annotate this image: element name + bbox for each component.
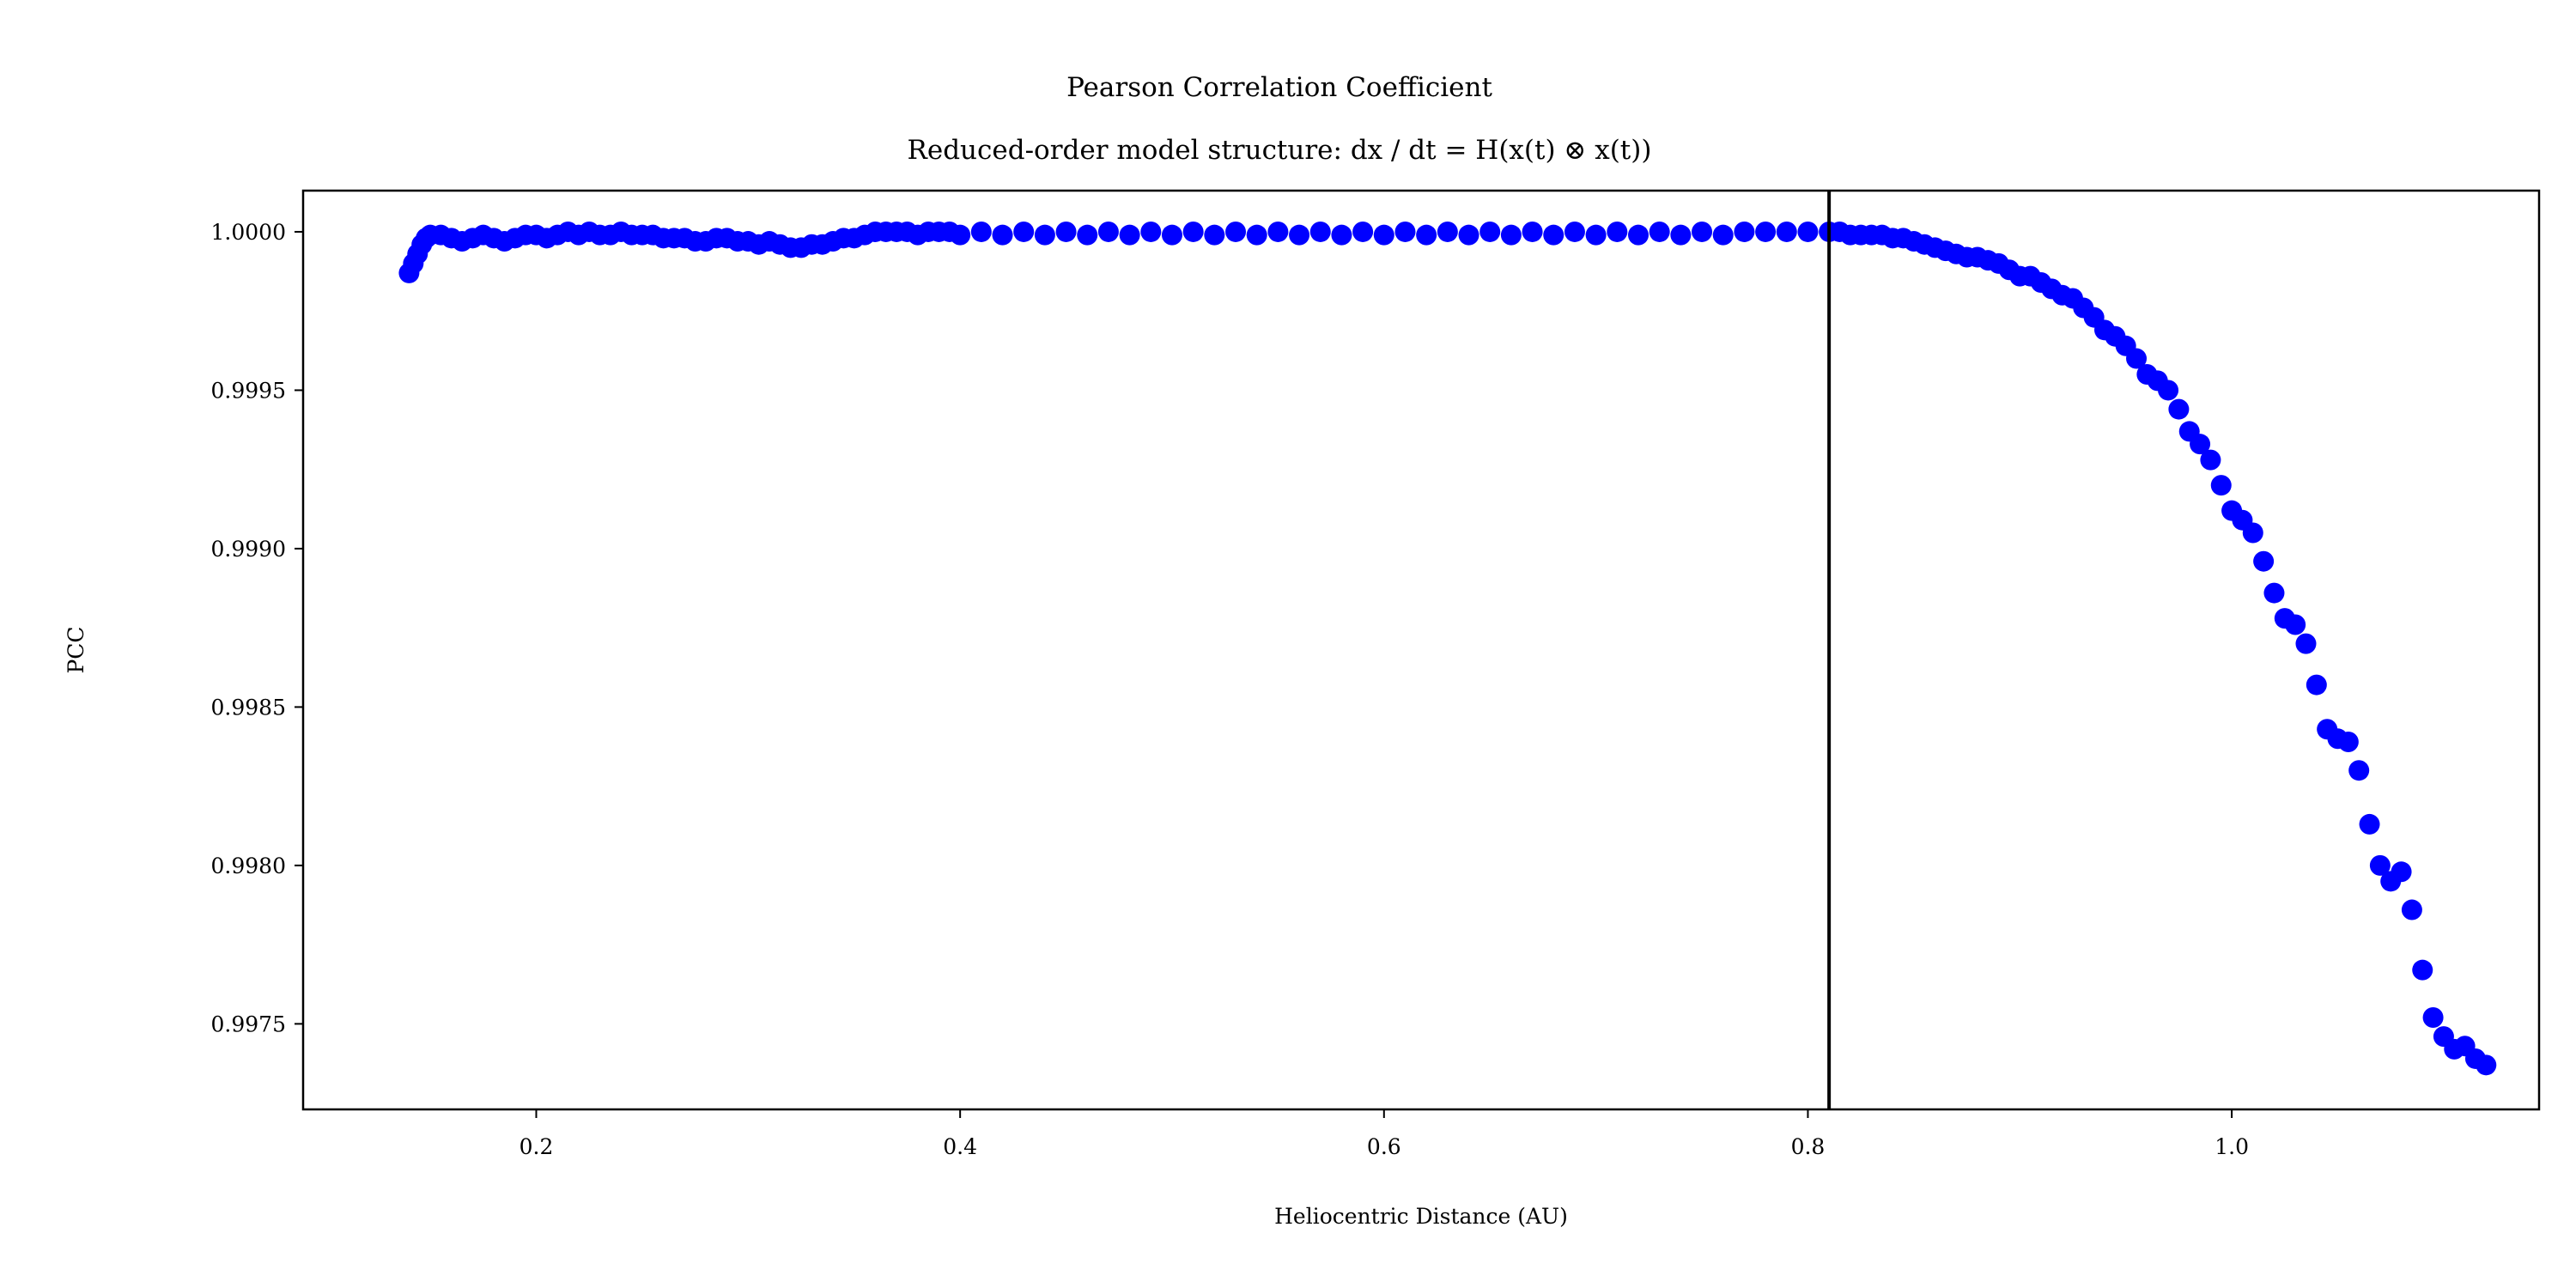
scatter-point [2401,899,2422,920]
scatter-point [2391,861,2412,883]
scatter-point [2253,550,2275,572]
scatter-point [1309,221,1331,242]
scatter-point [1373,224,1394,246]
scatter-point [1013,221,1035,242]
scatter-point [1607,221,1628,242]
scatter-point [2210,475,2232,496]
scatter-point [1331,224,1352,246]
scatter-point [2359,813,2380,835]
scatter-point [2168,398,2190,420]
y-axis-label: PCC [64,626,88,673]
scatter-point [1182,221,1204,242]
scatter-point [1670,224,1692,246]
scatter-point [1267,221,1289,242]
scatter-point [1734,221,1755,242]
scatter-point [1161,224,1182,246]
scatter-point [2263,582,2285,604]
scatter-point [2412,959,2433,981]
scatter-point [1458,224,1479,246]
y-tick-label: 1.0000 [211,220,286,245]
y-tick-label: 0.9985 [211,695,286,720]
scatter-point [1500,224,1522,246]
scatter-point [2158,380,2179,401]
scatter-point [1755,221,1777,242]
x-axis-label: Heliocentric Distance (AU) [1274,1204,1568,1229]
chart-title: Pearson Correlation Coefficient [1066,72,1492,103]
scatter-point [1627,224,1649,246]
scatter-point [1797,221,1819,242]
scatter-point [2295,633,2317,654]
scatter-point [1437,221,1458,242]
y-tick-label: 0.9995 [211,378,286,403]
y-tick-label: 0.9975 [211,1012,286,1036]
x-tick-label: 0.6 [1367,1134,1401,1159]
scatter-point [1077,224,1098,246]
plot-area-frame [301,189,2541,1111]
y-tick-label: 0.9980 [211,854,286,878]
scatter-point [2476,1054,2497,1076]
scatter-point [1416,224,1437,246]
x-tick-label: 0.8 [1791,1134,1826,1159]
scatter-point [1097,221,1119,242]
y-tick-label: 0.9990 [211,537,286,562]
scatter-point [1394,221,1416,242]
scatter-point [2126,348,2148,369]
scatter-point [1522,221,1543,242]
scatter-point [2348,760,2370,781]
scatter-point [1479,221,1501,242]
scatter-point [1776,221,1797,242]
scatter-point [1649,221,1670,242]
scatter-point [1204,224,1225,246]
x-tick-label: 0.2 [519,1134,554,1159]
chart-subtitle: Reduced-order model structure: dx / dt =… [908,135,1652,166]
x-tick-label: 0.4 [943,1134,977,1159]
scatter-point [1246,224,1267,246]
scatter-point [2369,854,2391,876]
scatter-point [1692,221,1713,242]
scatter-points [398,221,2497,1076]
scatter-point [2306,674,2327,696]
scatter-point [1034,224,1055,246]
scatter-point [2285,614,2306,635]
scatter-point [992,224,1013,246]
scatter-point [950,224,971,246]
scatter-point [1543,224,1564,246]
x-tick-label: 1.0 [2215,1134,2249,1159]
axis-ticks: 0.2 0.4 0.6 0.8 1.0 1.0000 0.9995 0.9990 0.9985 0… [211,220,2249,1159]
scatter-point [1289,224,1310,246]
scatter-point [1585,224,1607,246]
scatter-point [2242,522,2263,544]
scatter-point [1225,221,1247,242]
scatter-point [1352,221,1374,242]
scatter-point [970,221,992,242]
scatter-point [2190,434,2211,455]
scatter-point [1119,224,1140,246]
scatter-point [1055,221,1077,242]
scatter-point [1712,224,1734,246]
scatter-point [2337,732,2359,752]
scatter-point [1564,221,1585,242]
scatter-point [2422,1007,2444,1028]
scatter-point [2200,449,2221,471]
scatter-point [1140,221,1162,242]
